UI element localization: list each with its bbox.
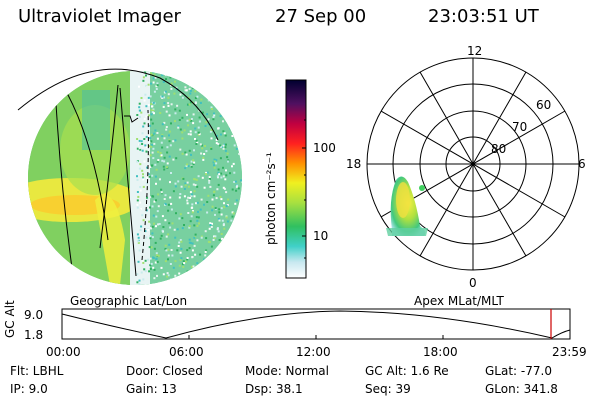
altitude-ytick-min: 1.8 [24,328,44,342]
mlt-label-6: 6 [578,157,586,171]
colorbar-ticks [302,119,306,259]
info-mode: Mode: Normal [245,364,329,378]
mlat-label-60: 60 [536,98,552,112]
time-tick-0000: 00:00 [46,345,81,359]
altitude-curve [61,310,571,339]
mlat-label-80: 80 [491,142,507,156]
info-gc-alt: GC Alt: 1.6 Re [365,364,449,378]
altitude-ylabel: GC Alt [3,300,17,338]
info-glat: GLat: -77.0 [485,364,552,378]
time-label: 23:03:51 UT [428,6,539,27]
apex-caption: Apex MLat/MLT [414,294,504,308]
altitude-plot-frame [61,308,571,340]
date-label: 27 Sep 00 [275,6,367,27]
info-gain: Gain: 13 [126,382,177,396]
polar-plot [366,57,580,271]
info-seq: Seq: 39 [365,382,411,396]
instrument-title: Ultraviolet Imager [18,6,181,27]
altitude-xticks [61,335,571,339]
mlat-label-70: 70 [512,120,528,134]
altitude-ytick-max: 9.0 [24,308,44,322]
time-tick-1800: 18:00 [423,345,458,359]
geographic-caption: Geographic Lat/Lon [70,294,188,308]
latitude-arc [17,68,219,141]
info-dsp: Dsp: 38.1 [245,382,303,396]
time-tick-0600: 06:00 [169,345,204,359]
time-tick-2359: 23:59 [552,345,587,359]
color-scale-bar [285,79,307,279]
mlt-label-0: 0 [469,276,477,290]
uv-disk-image [28,71,242,285]
info-filter: Flt: LBHL [10,364,64,378]
auroral-emission [386,176,428,236]
info-ip: IP: 9.0 [10,382,48,396]
time-tick-1200: 12:00 [296,345,331,359]
mlt-label-12: 12 [467,44,483,58]
info-glon: GLon: 341.8 [485,382,558,396]
mlt-label-18: 18 [346,157,362,171]
colorbar-tick-10: 10 [313,229,329,243]
colorbar-units-label: photon cm⁻²s⁻¹ [264,152,278,245]
info-door: Door: Closed [126,364,203,378]
colorbar-tick-100: 100 [313,141,336,155]
